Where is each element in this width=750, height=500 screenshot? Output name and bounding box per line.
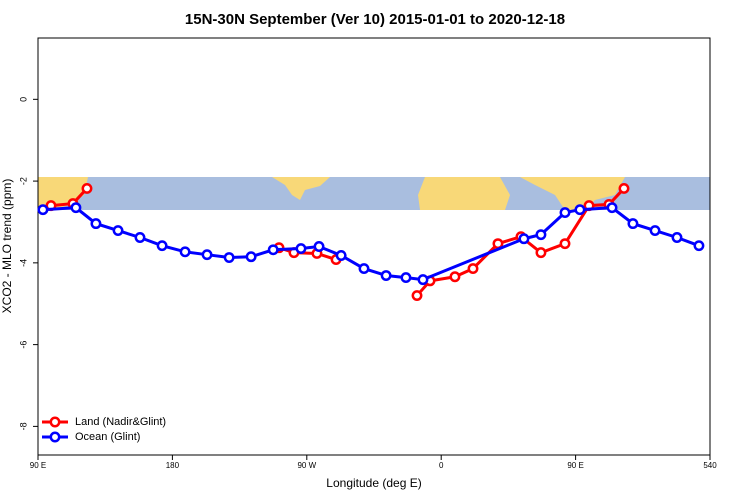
legend-label: Ocean (Glint) (75, 431, 140, 443)
data-point (671, 232, 683, 243)
data-point (295, 243, 307, 254)
data-point (649, 225, 661, 237)
data-point (201, 249, 213, 261)
data-point (70, 202, 82, 214)
x-tick-label: 90 E (567, 461, 583, 470)
y-tick-label: -6 (18, 341, 28, 349)
data-point (156, 240, 168, 252)
x-axis-label: Longitude (deg E) (326, 476, 421, 490)
data-point (559, 238, 571, 250)
legend-marker (49, 431, 61, 443)
x-tick-label: 90 W (297, 461, 316, 470)
map-land (272, 177, 330, 200)
chart-title: 15N-30N September (Ver 10) 2015-01-01 to… (185, 11, 565, 28)
data-point (134, 232, 146, 243)
data-point (411, 290, 423, 302)
data-point (535, 229, 547, 241)
data-point (313, 241, 325, 252)
data-point (335, 250, 347, 261)
data-point (267, 244, 279, 256)
data-point (358, 263, 370, 275)
x-tick-label: 180 (166, 461, 180, 470)
x-tick-label: 0 (439, 461, 444, 470)
x-tick-label: 90 E (30, 461, 46, 470)
data-point (574, 204, 586, 216)
data-point (518, 233, 530, 245)
y-tick-label: -8 (18, 422, 28, 430)
data-point (380, 270, 392, 281)
data-point (81, 182, 93, 194)
y-tick-label: -4 (18, 259, 28, 267)
data-point (417, 274, 429, 286)
data-point (449, 271, 461, 283)
y-axis-label: XCO2 - MLO trend (ppm) (0, 179, 14, 314)
map-band (38, 177, 710, 210)
series-line (42, 206, 700, 282)
data-point (559, 207, 571, 219)
data-point (606, 202, 618, 214)
legend-label: Land (Nadir&Glint) (75, 416, 166, 428)
data-point (693, 240, 705, 252)
data-point (37, 204, 49, 216)
y-tick-label: 0 (18, 97, 28, 102)
data-point (467, 263, 479, 275)
data-point (245, 251, 257, 263)
x-tick-label: 540 (703, 461, 717, 470)
data-point (112, 225, 124, 237)
data-point (179, 246, 191, 258)
legend-marker (49, 416, 61, 428)
y-tick-label: -2 (18, 177, 28, 185)
data-point (223, 252, 235, 263)
data-point (618, 182, 630, 194)
map-land (520, 177, 625, 210)
data-point (90, 218, 102, 230)
data-point (535, 247, 547, 259)
plot-frame (37, 37, 711, 456)
map-land (418, 177, 510, 210)
data-point (627, 218, 639, 230)
data-point (400, 272, 412, 284)
